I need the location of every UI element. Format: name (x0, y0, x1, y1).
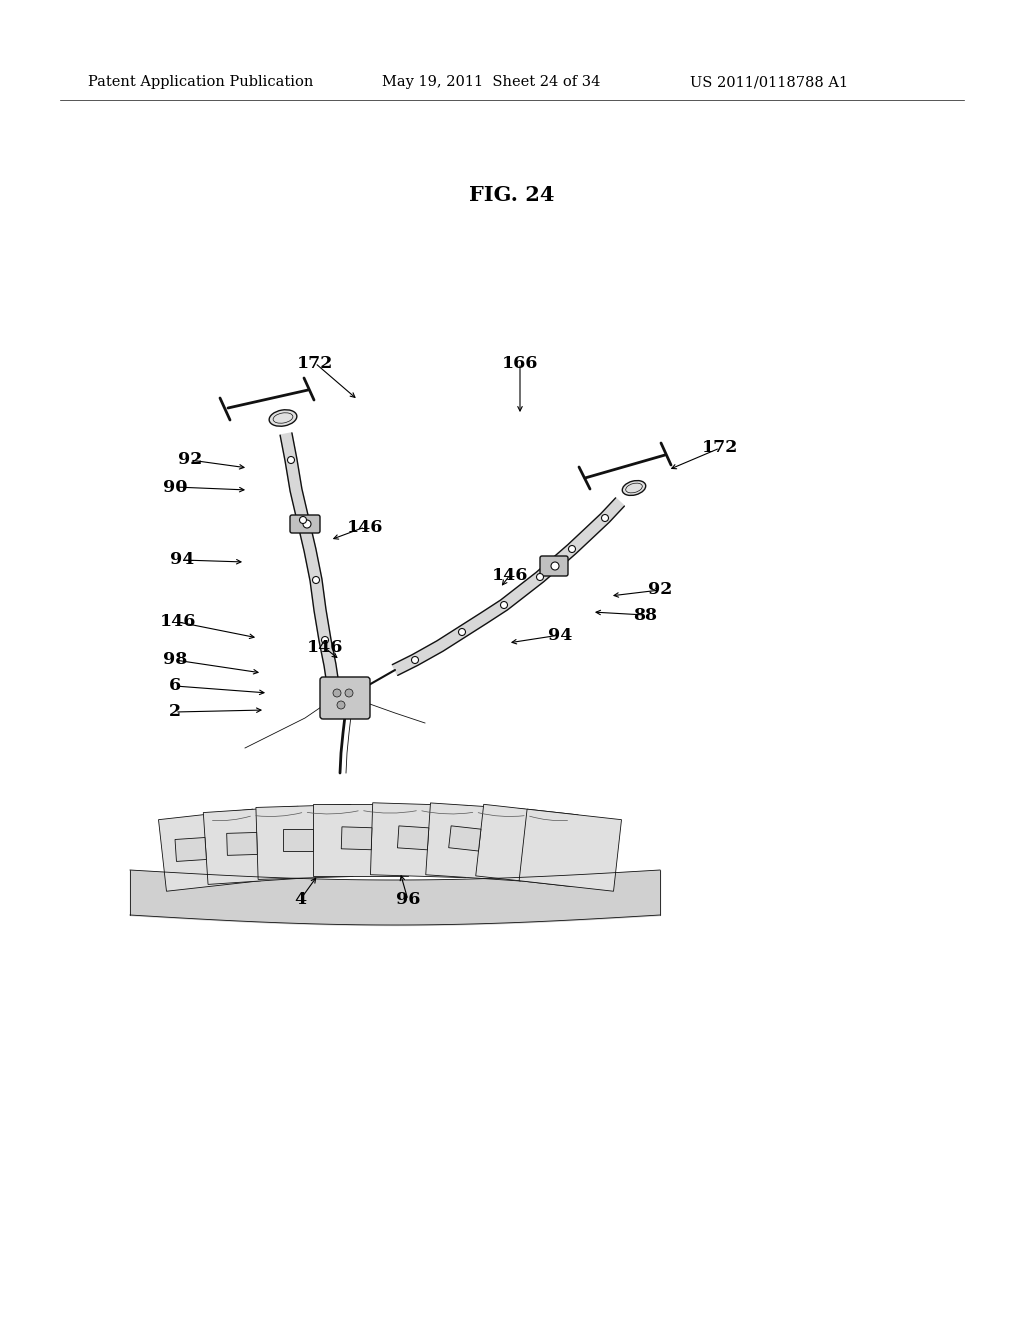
Circle shape (501, 602, 508, 609)
Circle shape (551, 562, 559, 570)
FancyBboxPatch shape (540, 556, 568, 576)
Text: 88: 88 (633, 606, 657, 623)
Polygon shape (519, 809, 622, 891)
Text: 94: 94 (548, 627, 572, 644)
Text: 4: 4 (294, 891, 306, 908)
Text: 96: 96 (396, 891, 420, 908)
Polygon shape (175, 837, 207, 862)
Text: US 2011/0118788 A1: US 2011/0118788 A1 (690, 75, 848, 88)
Polygon shape (256, 804, 353, 879)
Text: 172: 172 (701, 440, 738, 457)
Polygon shape (341, 826, 372, 850)
Circle shape (312, 577, 319, 583)
Text: Patent Application Publication: Patent Application Publication (88, 75, 313, 88)
Polygon shape (392, 498, 625, 676)
Circle shape (601, 515, 608, 521)
Text: 166: 166 (502, 355, 539, 371)
Polygon shape (397, 826, 429, 850)
Circle shape (537, 573, 544, 581)
Circle shape (303, 520, 311, 528)
Circle shape (288, 457, 295, 463)
Circle shape (345, 689, 353, 697)
Text: 2: 2 (169, 704, 181, 721)
Polygon shape (449, 826, 481, 851)
Polygon shape (476, 804, 579, 887)
Text: 92: 92 (648, 582, 672, 598)
Text: 6: 6 (169, 677, 181, 694)
Text: 146: 146 (307, 639, 343, 656)
Circle shape (330, 681, 337, 689)
Text: 146: 146 (492, 566, 528, 583)
Circle shape (568, 545, 575, 553)
Polygon shape (313, 804, 409, 876)
FancyBboxPatch shape (290, 515, 319, 533)
Text: 98: 98 (163, 652, 187, 668)
Circle shape (337, 701, 345, 709)
Polygon shape (226, 833, 257, 855)
Text: 90: 90 (163, 479, 187, 495)
Ellipse shape (269, 409, 297, 426)
Polygon shape (159, 809, 261, 891)
Text: 146: 146 (160, 614, 197, 631)
Circle shape (322, 636, 329, 644)
Text: 92: 92 (178, 451, 202, 469)
Ellipse shape (623, 480, 646, 495)
Text: 172: 172 (297, 355, 333, 371)
Polygon shape (281, 433, 339, 686)
Circle shape (333, 689, 341, 697)
Polygon shape (204, 807, 303, 884)
Circle shape (299, 516, 306, 524)
Polygon shape (284, 829, 313, 851)
Polygon shape (426, 803, 525, 880)
Text: 146: 146 (347, 519, 383, 536)
Text: FIG. 24: FIG. 24 (469, 185, 555, 205)
FancyBboxPatch shape (319, 677, 370, 719)
Circle shape (459, 628, 466, 635)
Text: May 19, 2011  Sheet 24 of 34: May 19, 2011 Sheet 24 of 34 (382, 75, 600, 88)
Text: 94: 94 (170, 552, 195, 569)
Circle shape (412, 656, 419, 664)
Polygon shape (371, 803, 468, 878)
